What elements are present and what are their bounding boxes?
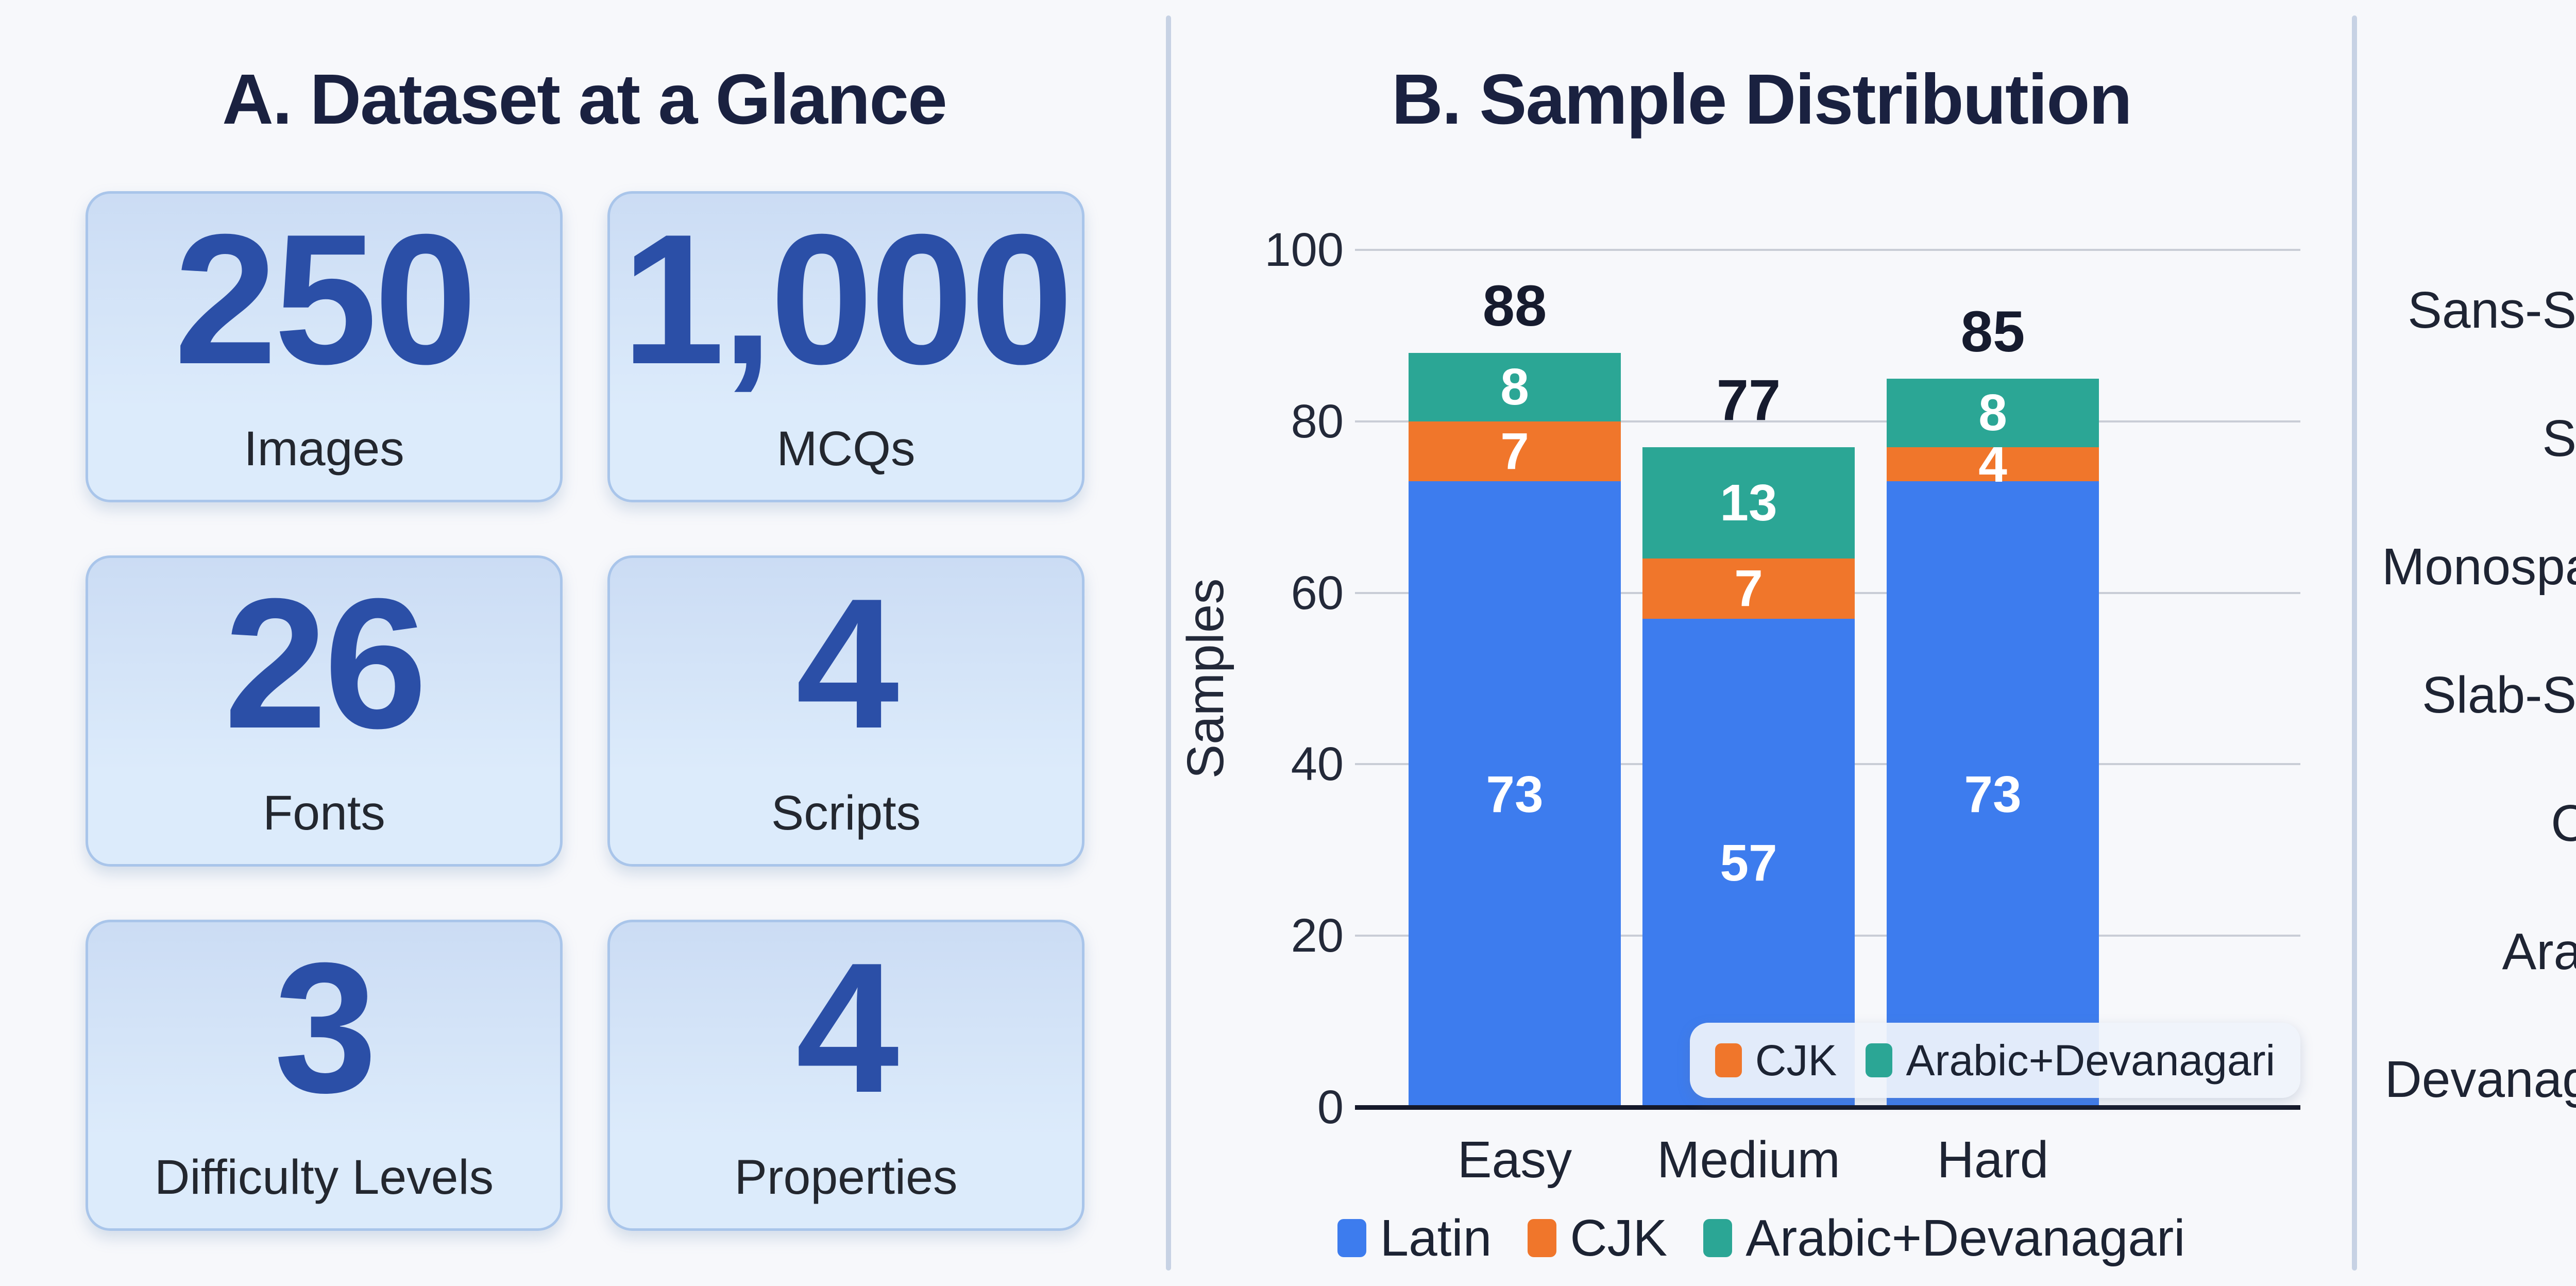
- inner-legend: CJK Arabic+Devanagari: [1690, 1023, 2300, 1098]
- stat-value: 4: [795, 560, 899, 767]
- legend-item-arabic-devanagari: Arabic+Devanagari: [1866, 1039, 2275, 1082]
- legend-label: CJK: [1755, 1036, 1837, 1085]
- legend-swatch-icon: [1866, 1043, 1893, 1077]
- y-category-label: Arabic: [2502, 923, 2576, 980]
- bar-segment-medium-arabic-devanagari: 13: [1642, 447, 1855, 559]
- y-tick-label: 60: [1291, 566, 1344, 619]
- x-category-label: Hard: [1937, 1131, 2049, 1189]
- bar-segment-medium-latin: 57: [1642, 618, 1855, 1107]
- bar-segment-hard-arabic-devanagari: 8: [1887, 378, 2099, 447]
- stat-card-mcqs: 1,000 MCQs: [607, 191, 1084, 502]
- legend-swatch-icon: [1703, 1219, 1733, 1257]
- panel-a-title: A. Dataset at a Glance: [222, 60, 947, 139]
- stat-label: Difficulty Levels: [154, 1149, 494, 1205]
- stat-card-difficulty: 3 Difficulty Levels: [86, 920, 563, 1231]
- y-tick-label: 0: [1317, 1081, 1344, 1133]
- y-category-label: Devanagari: [2384, 1051, 2576, 1108]
- bar-total-label: 85: [1960, 299, 2025, 364]
- segment-value-label: 4: [1978, 435, 2007, 493]
- stat-value: 250: [174, 195, 478, 403]
- y-category-label: CJK: [2551, 794, 2576, 852]
- panel-c-title: C. Font Categories: [2354, 61, 2576, 154]
- stat-card-scripts: 4 Scripts: [607, 555, 1084, 867]
- stat-card-fonts: 26 Fonts: [86, 555, 563, 867]
- stat-value: 4: [795, 924, 899, 1131]
- segment-value-label: 13: [1720, 473, 1777, 532]
- bar-segment-hard-cjk: 4: [1887, 438, 2099, 490]
- y-tick-label: 80: [1291, 395, 1344, 448]
- segment-value-label: 73: [1486, 765, 1544, 823]
- y-category-label: Slab-Serif: [2421, 666, 2576, 724]
- bar-segment-easy-cjk: 7: [1409, 421, 1621, 482]
- y-tick-label: 40: [1291, 738, 1344, 791]
- legend-label: CJK: [1570, 1209, 1668, 1267]
- stat-value: 26: [224, 560, 427, 767]
- legend-item-latin: Latin: [1337, 1212, 1492, 1264]
- segment-value-label: 8: [1978, 384, 2007, 442]
- legend-label: Arabic+Devanagari: [1906, 1036, 2276, 1085]
- stat-label: Properties: [734, 1149, 958, 1205]
- bar-total-label: 88: [1482, 273, 1547, 338]
- stat-value: 1,000: [621, 195, 1074, 403]
- bar-segment-hard-latin: 73: [1887, 481, 2099, 1107]
- legend-label: Arabic+Devanagari: [1745, 1209, 2185, 1267]
- stat-label: Scripts: [771, 785, 921, 840]
- legend-swatch-icon: [1715, 1043, 1742, 1077]
- panel-divider: [2352, 15, 2357, 1271]
- stat-cards-grid: 250 Images 1,000 MCQs 26 Fonts 4 Scripts…: [86, 191, 1084, 1231]
- stat-card-images: 250 Images: [86, 191, 563, 502]
- segment-value-label: 57: [1720, 834, 1777, 892]
- gridline: [1355, 420, 2300, 422]
- bar-segment-easy-arabic-devanagari: 8: [1409, 352, 1621, 421]
- stat-value: 3: [274, 924, 377, 1131]
- segment-value-label: 8: [1500, 358, 1529, 416]
- legend-item-cjk: CJK: [1715, 1039, 1837, 1082]
- gridline: [1355, 935, 2300, 937]
- y-category-label: Monospace: [2382, 538, 2576, 596]
- y-tick-label: 20: [1291, 909, 1344, 962]
- legend-label: Latin: [1380, 1209, 1492, 1267]
- y-axis-label: Samples: [1177, 578, 1234, 779]
- legend-item-cjk: CJK: [1528, 1212, 1667, 1264]
- bottom-legend: Latin CJK Arabic+Devanagari: [1168, 1199, 2354, 1277]
- legend-item-arabic-devanagari: Arabic+Devanagari: [1703, 1212, 2185, 1264]
- stat-label: Images: [244, 421, 404, 476]
- stat-label: MCQs: [776, 421, 916, 476]
- legend-swatch-icon: [1337, 1219, 1367, 1257]
- x-category-label: Medium: [1657, 1131, 1840, 1189]
- y-category-label: Serif: [2542, 410, 2576, 467]
- bar-total-label: 77: [1716, 367, 1781, 432]
- legend-swatch-icon: [1528, 1219, 1557, 1257]
- stat-card-properties: 4 Properties: [607, 920, 1084, 1231]
- gridline: [1355, 763, 2300, 766]
- segment-value-label: 7: [1500, 422, 1529, 481]
- x-category-label: Easy: [1457, 1131, 1572, 1189]
- bar-segment-medium-cjk: 7: [1642, 559, 1855, 619]
- gridline: [1355, 249, 2300, 251]
- gridline: [1355, 591, 2300, 594]
- panel-b-title: B. Sample Distribution: [1392, 60, 2132, 139]
- segment-value-label: 7: [1734, 560, 1763, 618]
- segment-value-label: 73: [1964, 765, 2022, 823]
- stat-label: Fonts: [263, 785, 385, 840]
- y-tick-label: 100: [1264, 224, 1344, 276]
- panel-divider: [1166, 15, 1171, 1271]
- x-axis-line: [1355, 1105, 2300, 1110]
- y-category-label: Sans-Serif: [2408, 281, 2576, 339]
- bar-segment-easy-latin: 73: [1409, 481, 1621, 1107]
